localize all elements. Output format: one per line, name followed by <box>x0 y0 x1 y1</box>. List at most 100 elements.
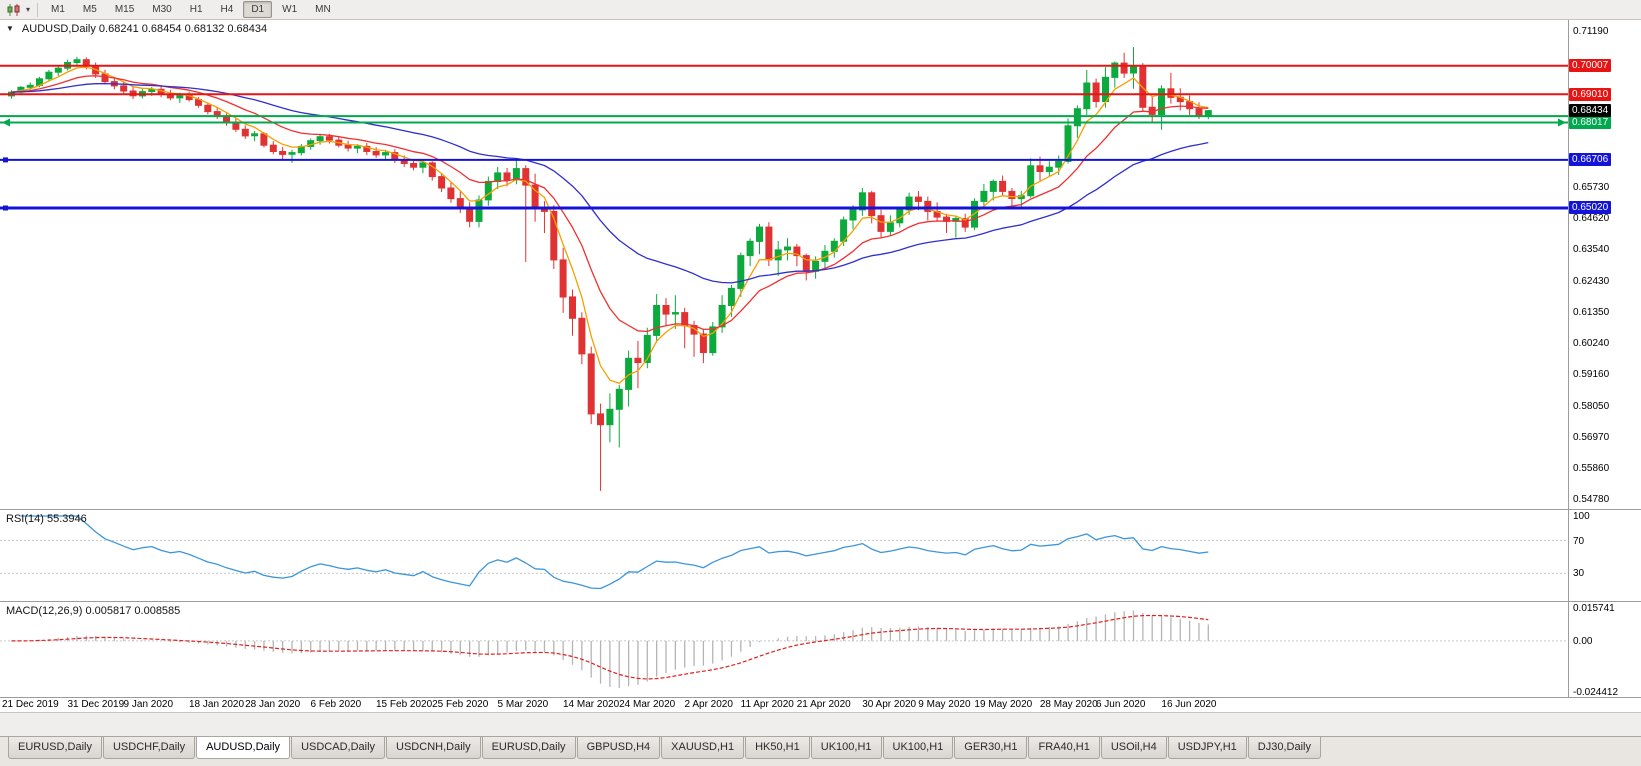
date-axis-label: 9 Jan 2020 <box>123 699 174 710</box>
date-axis-label: 28 Jan 2020 <box>245 699 301 710</box>
timeframe-button-m5[interactable]: M5 <box>75 1 105 18</box>
timeframe-button-m15[interactable]: M15 <box>107 1 142 18</box>
tab-usdchf-daily[interactable]: USDCHF,Daily <box>102 737 196 759</box>
timeframe-button-m1[interactable]: M1 <box>43 1 73 18</box>
ma-13-line <box>11 75 1209 333</box>
tab-usdcad-daily[interactable]: USDCAD,Daily <box>291 737 386 759</box>
date-axis-label: 30 Apr 2020 <box>862 699 917 710</box>
price-axis-label: 0.55860 <box>1573 463 1610 475</box>
tab-hk50-h1[interactable]: HK50,H1 <box>745 737 810 759</box>
tab-dj30-daily[interactable]: DJ30,Daily <box>1247 737 1321 759</box>
date-axis-label: 14 Mar 2020 <box>563 699 620 710</box>
timeframe-button-h4[interactable]: H4 <box>213 1 242 18</box>
tab-xauusd-h1[interactable]: XAUUSD,H1 <box>661 737 745 759</box>
tab-usdjpy-h1[interactable]: USDJPY,H1 <box>1167 737 1247 759</box>
price-axis-separator <box>1568 20 1569 509</box>
macd-signal-line <box>11 614 1209 680</box>
macd-title: MACD(12,26,9) 0.005817 0.008585 <box>6 605 181 617</box>
price-axis-label: 0.60240 <box>1573 338 1610 350</box>
date-axis-label: 18 Jan 2020 <box>189 699 245 710</box>
rsi-line <box>20 515 1209 590</box>
date-axis-label: 5 Mar 2020 <box>497 699 549 710</box>
date-axis-label: 2 Apr 2020 <box>684 699 733 710</box>
tab-eurusd-daily[interactable]: EURUSD,Daily <box>481 737 576 759</box>
price-axis-label: 0.62430 <box>1573 275 1610 287</box>
price-axis-label: 0.56970 <box>1573 431 1610 443</box>
timeframe-button-h1[interactable]: H1 <box>182 1 211 18</box>
chart-title: ▼ AUDUSD,Daily 0.68241 0.68454 0.68132 0.… <box>6 23 267 35</box>
tab-uk100-h1[interactable]: UK100,H1 <box>810 737 882 759</box>
line-handle <box>3 157 8 163</box>
date-axis-label: 24 Mar 2020 <box>619 699 676 710</box>
current-price-badge: 0.68434 <box>1569 104 1612 118</box>
rsi-axis-separator <box>1568 510 1569 601</box>
timeframe-button-mn[interactable]: MN <box>307 1 339 18</box>
price-level-badge: 0.66706 <box>1569 153 1612 167</box>
rsi-canvas[interactable] <box>0 510 1641 602</box>
chart-tab-bar: EURUSD,Daily USDCHF,Daily AUDUSD,Daily USDC… <box>0 736 1641 766</box>
chart-window: ▼ AUDUSD,Daily 0.68241 0.68454 0.68132 0.… <box>0 20 1641 712</box>
date-axis-label: 6 Feb 2020 <box>310 699 362 710</box>
price-axis-label: 0.63540 <box>1573 244 1610 256</box>
price-level-badge: 0.70007 <box>1569 59 1612 73</box>
candlestick-chart-icon[interactable] <box>6 3 22 17</box>
chart-title-text: AUDUSD,Daily 0.68241 0.68454 0.68132 0.6… <box>21 23 268 35</box>
timeframe-button-w1[interactable]: W1 <box>274 1 305 18</box>
macd-indicator-pane[interactable]: MACD(12,26,9) 0.005817 0.008585 0.015741… <box>0 602 1641 698</box>
timeframe-button-m30[interactable]: M30 <box>144 1 179 18</box>
line-end-arrow-icon <box>2 118 10 127</box>
price-level-badge: 0.69010 <box>1569 87 1612 101</box>
price-axis-label: 0.58050 <box>1573 400 1610 412</box>
price-axis-label: 0.59160 <box>1573 369 1610 381</box>
date-axis-label: 11 Apr 2020 <box>740 699 794 710</box>
price-axis-label: 0.54780 <box>1573 494 1610 505</box>
price-axis-label: 0.71190 <box>1573 26 1609 37</box>
rsi-axis-label: 30 <box>1573 568 1585 580</box>
tab-eurusd-daily[interactable]: EURUSD,Daily <box>8 737 102 759</box>
chevron-down-icon[interactable]: ▾ <box>26 5 31 14</box>
tab-usdcnh-daily[interactable]: USDCNH,Daily <box>386 737 481 759</box>
tab-gbpusd-h4[interactable]: GBPUSD,H4 <box>576 737 661 759</box>
rsi-indicator-pane[interactable]: RSI(14) 55.3946 100 70 30 <box>0 510 1641 602</box>
top-toolbar: ▾ M1 M5 M15 M30 H1 H4 D1 W1 MN <box>0 0 1641 20</box>
line-handle <box>3 205 8 211</box>
line-end-arrow-icon <box>1558 118 1566 127</box>
ma-34-line <box>11 82 1209 284</box>
macd-histogram <box>20 610 1209 688</box>
macd-canvas[interactable] <box>0 602 1641 698</box>
date-axis-label: 21 Apr 2020 <box>796 699 851 710</box>
price-axis-label: 0.65730 <box>1573 181 1610 193</box>
toolbar-separator <box>37 2 39 17</box>
rsi-axis-label: 70 <box>1573 535 1585 547</box>
price-chart-pane[interactable]: ▼ AUDUSD,Daily 0.68241 0.68454 0.68132 0.… <box>0 20 1641 510</box>
date-axis-label: 6 Jun 2020 <box>1095 699 1146 710</box>
rsi-axis-label: 100 <box>1573 511 1590 522</box>
tab-ger30-h1[interactable]: GER30,H1 <box>954 737 1028 759</box>
date-axis-label: 9 May 2020 <box>918 699 971 710</box>
price-level-badge: 0.68017 <box>1569 115 1612 129</box>
macd-axis-label: -0.024412 <box>1573 687 1619 698</box>
tab-usoil-h4[interactable]: USOil,H4 <box>1100 737 1167 759</box>
price-axis-label: 0.64620 <box>1573 213 1610 225</box>
date-axis-label: 21 Dec 2019 <box>2 699 59 710</box>
price-chart-canvas[interactable] <box>0 20 1641 510</box>
macd-axis-separator <box>1568 602 1569 697</box>
tab-uk100-h1[interactable]: UK100,H1 <box>882 737 954 759</box>
date-axis-label: 19 May 2020 <box>974 699 1033 710</box>
date-axis-label: 15 Feb 2020 <box>376 699 433 710</box>
one-click-trading-caret[interactable]: ▼ <box>6 24 14 33</box>
timeframe-button-d1[interactable]: D1 <box>243 1 273 18</box>
price-axis-label: 0.61350 <box>1573 306 1610 318</box>
macd-axis-label: 0.00 <box>1573 635 1593 647</box>
date-axis-label: 28 May 2020 <box>1039 699 1098 710</box>
horizontal-lines-layer[interactable] <box>0 64 1568 211</box>
date-axis-label: 25 Feb 2020 <box>432 699 489 710</box>
date-axis-label: 31 Dec 2019 <box>67 699 125 710</box>
timeframe-button-group: M1 M5 M15 M30 H1 H4 D1 W1 MN <box>43 1 339 18</box>
tab-fra40-h1[interactable]: FRA40,H1 <box>1028 737 1100 759</box>
ma-5-line <box>11 66 1209 384</box>
tab-audusd-daily[interactable]: AUDUSD,Daily <box>196 737 291 759</box>
candles-layer <box>8 47 1212 491</box>
date-axis: 21 Dec 2019 31 Dec 2019 9 Jan 2020 18 Jan 2… <box>0 698 1641 712</box>
date-axis-label: 16 Jun 2020 <box>1161 699 1217 710</box>
